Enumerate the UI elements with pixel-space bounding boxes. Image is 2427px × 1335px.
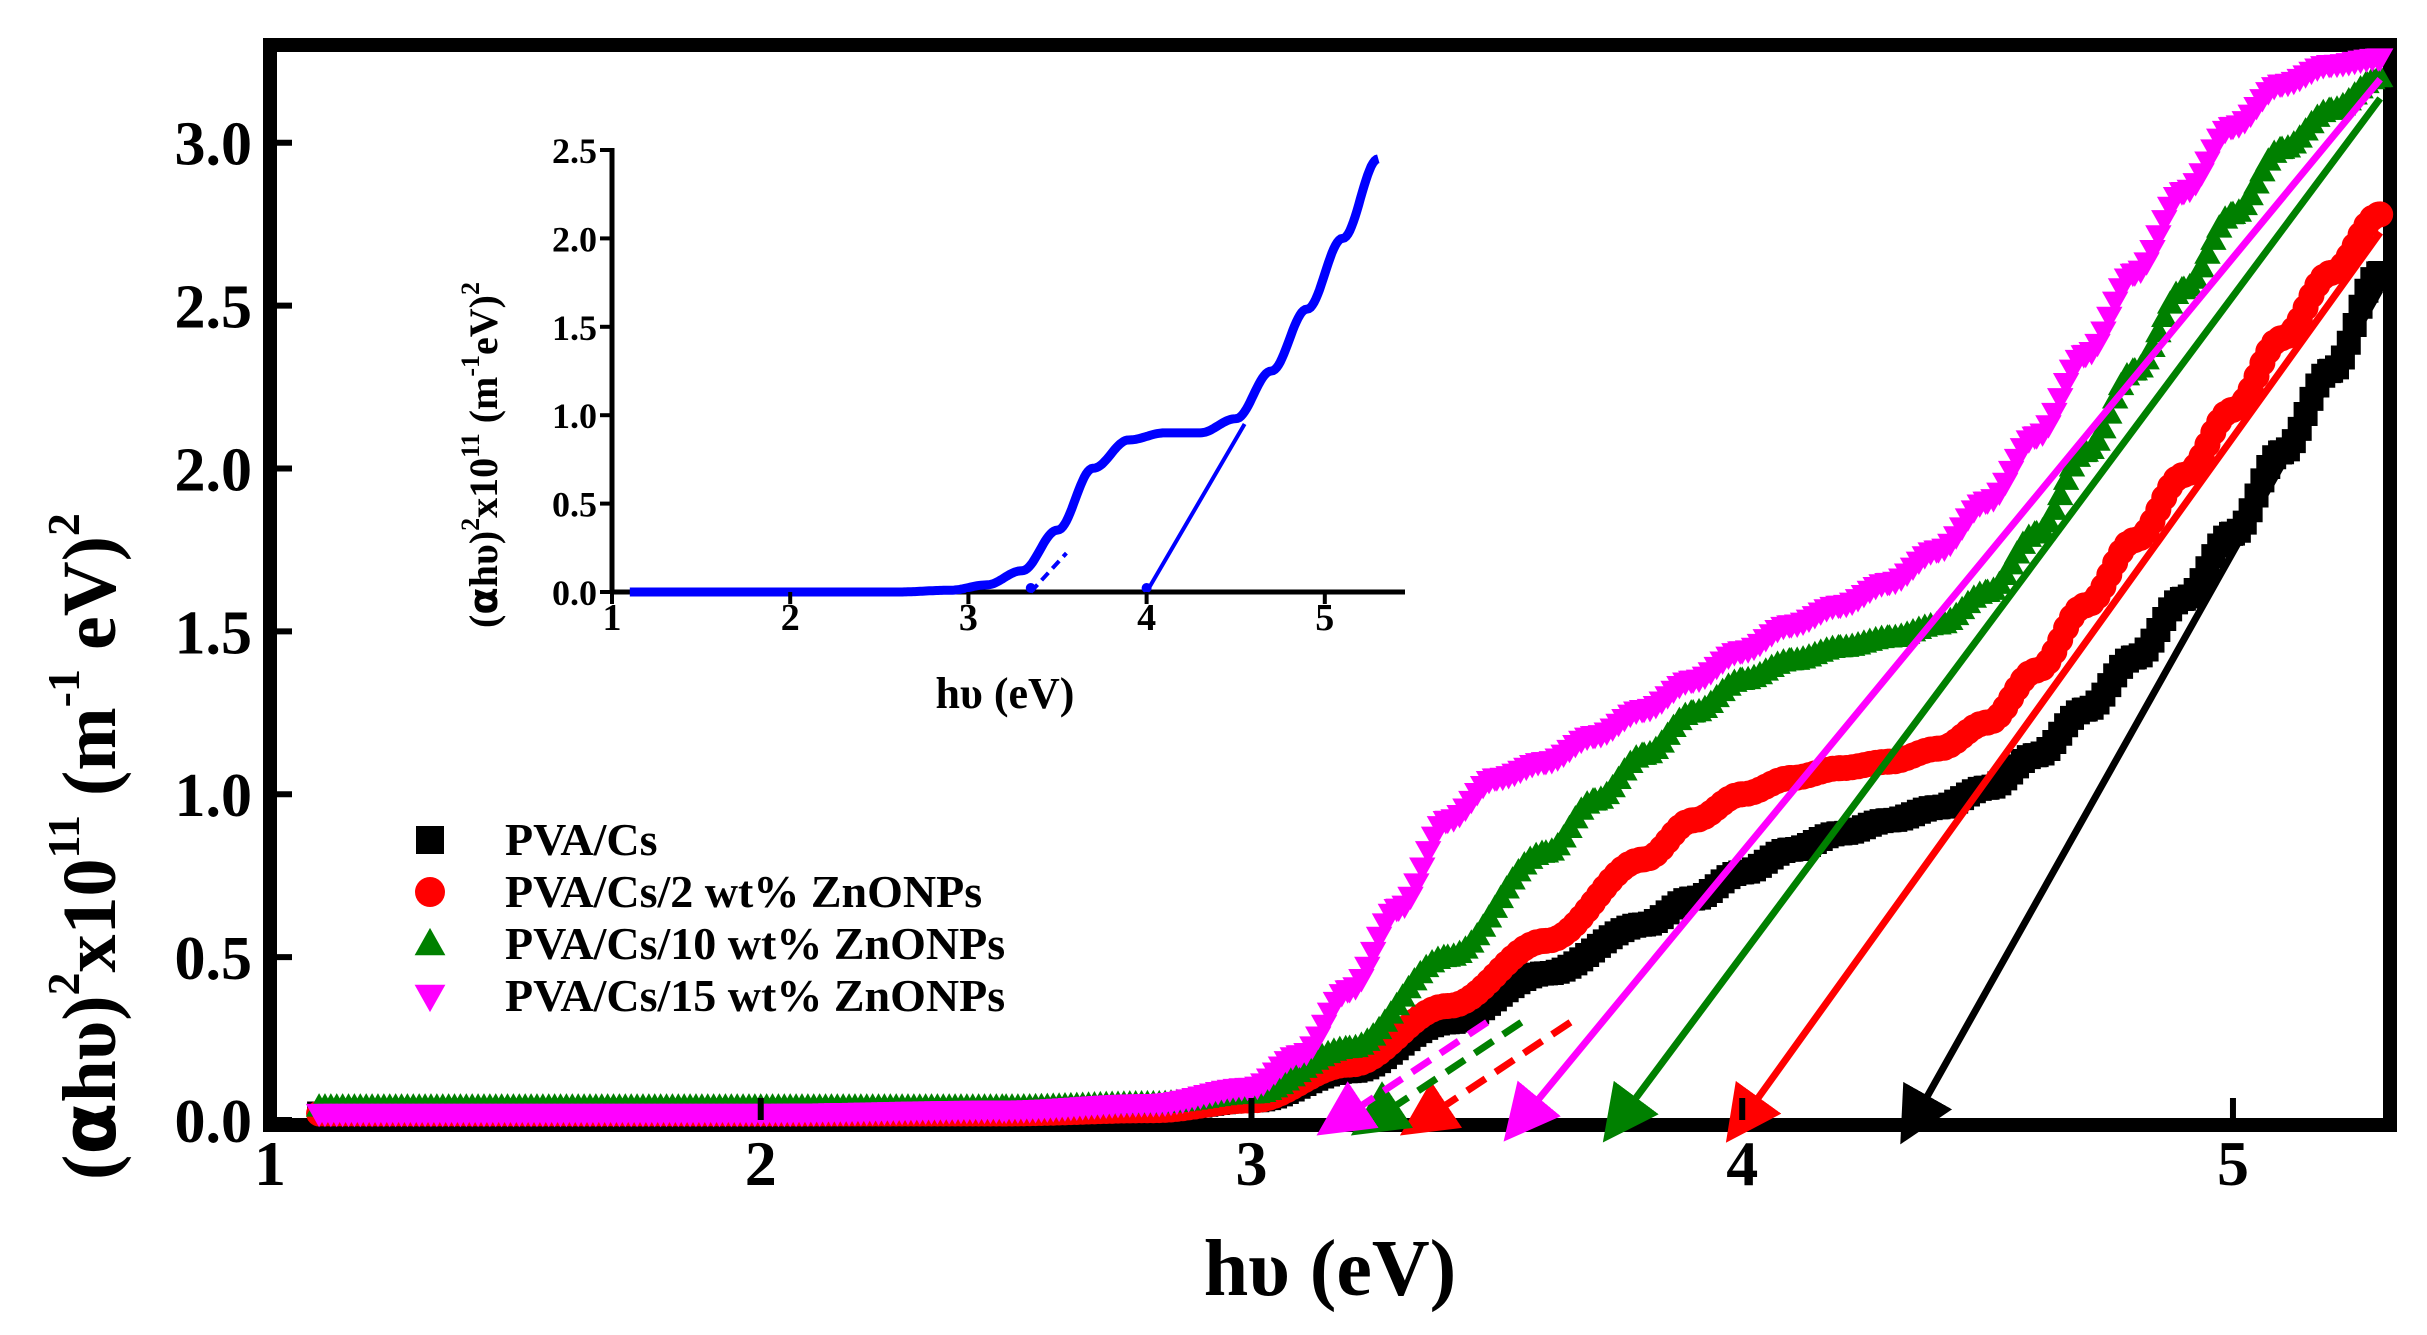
data-point (2090, 415, 2117, 439)
data-point (2035, 508, 2062, 533)
y-tick-label: 0.5 (175, 925, 253, 993)
data-point (2200, 226, 2227, 250)
inset-tangent (1144, 423, 1247, 594)
data-point (1409, 857, 1436, 881)
y-tick-label: 2.0 (175, 436, 253, 504)
x-tick-label: 4 (1726, 1128, 1758, 1199)
inset-y-axis-label-part: eV) (461, 295, 506, 355)
x-tick-label: 2 (745, 1128, 777, 1199)
inset-series-layer (629, 154, 1380, 597)
inset-y-axis-label-alpha: α (461, 587, 507, 614)
legend-label: PVA/Cs/10 wt% ZnONPs (505, 918, 1005, 969)
y-axis-label-sup: 2 (38, 972, 89, 995)
legend-label: PVA/Cs/15 wt% ZnONPs (505, 970, 1005, 1021)
data-point (2188, 254, 2215, 278)
y-axis-ticks: 0.0 0.5 1.0 1.5 2.0 2.5 3.0 (175, 111, 292, 1156)
data-point (2368, 261, 2393, 286)
y-axis-label-alpha: α (44, 1102, 133, 1154)
inset-tangent-dashed (1029, 551, 1068, 594)
inset-y-axis-ticks: 0.0 0.5 1.0 1.5 2.0 2.5 (552, 131, 612, 613)
legend-label: PVA/Cs (505, 814, 658, 865)
data-point (2151, 303, 2178, 328)
y-axis-label-sup: -1 (38, 669, 89, 707)
y-tick-label: 3.0 (175, 111, 253, 179)
tangent-layer (1316, 77, 2384, 1145)
inset-intercept-marker (1025, 583, 1036, 593)
y-axis-label-sup: 11 (38, 815, 89, 858)
inset-x-tick-label: 1 (603, 597, 622, 639)
x-tick-label: 5 (2217, 1128, 2249, 1199)
inset-y-axis-label-sup: 2 (456, 518, 485, 531)
x-tick-label: 1 (254, 1128, 286, 1199)
inset-y-tick-label: 2.0 (552, 219, 597, 259)
legend-marker (414, 927, 446, 956)
inset-y-axis-label-hv: hυ (461, 544, 506, 587)
y-axis-label: (αhυ)2x1011 (m-1 eV)2 (38, 513, 133, 1180)
tangent-arrow-dashed (1316, 1019, 1489, 1136)
y-axis-label-part: eV) (48, 536, 132, 669)
legend-marker (415, 877, 445, 907)
data-point (2237, 181, 2264, 206)
tangent-arrow (1725, 230, 2384, 1143)
y-tick-label: 1.0 (175, 762, 253, 830)
inset-y-tick-label: 0.0 (552, 573, 597, 613)
inset-y-tick-label: 1.5 (552, 308, 597, 348)
tangent-arrow (1900, 288, 2384, 1145)
legend-marker (416, 826, 444, 854)
data-point (2366, 48, 2394, 72)
inset-y-axis-label-part: ) (461, 531, 506, 544)
y-axis-label-sup: 2 (38, 513, 89, 536)
inset-y-axis-label-part: (m (461, 377, 506, 434)
tangent-arrow-dashed (1350, 1019, 1524, 1136)
y-axis-label-part: x10 (48, 858, 132, 972)
inset-y-axis-label: (αhυ)2x1011 (m-1eV)2 (456, 282, 507, 628)
inset-y-tick-label: 2.5 (552, 131, 597, 171)
legend-label: PVA/Cs/2 wt% ZnONPs (505, 866, 982, 917)
data-point (2243, 170, 2270, 194)
y-axis-label-part: ) (48, 995, 132, 1020)
inset-x-tick-label: 2 (781, 597, 800, 639)
y-axis-label-part: ( (48, 1155, 132, 1180)
inset-y-axis-label-sup: -1 (456, 355, 485, 377)
data-point (2052, 466, 2080, 490)
y-axis-label-part: (m (48, 707, 132, 815)
data-point (2366, 63, 2394, 88)
data-point (2367, 201, 2394, 228)
data-point (2194, 240, 2221, 264)
inset-y-tick-label: 0.5 (552, 485, 597, 525)
inset-y-axis-label-sup: 2 (456, 282, 485, 295)
series-triangle-down (305, 48, 2394, 1128)
inset-y-tick-label: 1.0 (552, 396, 597, 436)
inset-x-tick-label: 5 (1315, 597, 1334, 639)
tangent-arrow-dashed (1399, 1019, 1573, 1136)
inset-y-axis-label-part: x10 (461, 458, 506, 518)
inset-y-axis-label-part: ( (461, 615, 506, 628)
y-tick-label: 0.0 (175, 1088, 253, 1156)
tangent-arrow (1503, 77, 2383, 1142)
inset-x-tick-label: 3 (959, 597, 978, 639)
inset-curve (629, 154, 1380, 597)
inset-intercept-marker (1141, 583, 1152, 593)
series-layer (305, 48, 2394, 1128)
inset-y-axis-label-sup: 11 (456, 433, 485, 458)
inset-x-tick-label: 4 (1137, 597, 1156, 639)
data-point (2041, 496, 2068, 520)
legend-marker (414, 984, 446, 1013)
data-point (2047, 481, 2074, 506)
x-axis-label: hυ (eV) (1204, 1225, 1457, 1313)
x-axis-ticks: 1 2 3 4 5 (254, 1098, 2249, 1199)
x-tick-label: 3 (1235, 1128, 1267, 1199)
tangent-arrow (1602, 96, 2383, 1143)
inset-x-axis-label: hυ (eV) (936, 669, 1075, 718)
y-tick-label: 2.5 (175, 274, 253, 342)
data-point (2084, 427, 2111, 451)
y-tick-label: 1.5 (175, 599, 253, 667)
y-axis-label-hv: hυ (48, 1021, 132, 1103)
inset-x-axis-ticks: 1 2 3 4 5 (603, 592, 1334, 639)
